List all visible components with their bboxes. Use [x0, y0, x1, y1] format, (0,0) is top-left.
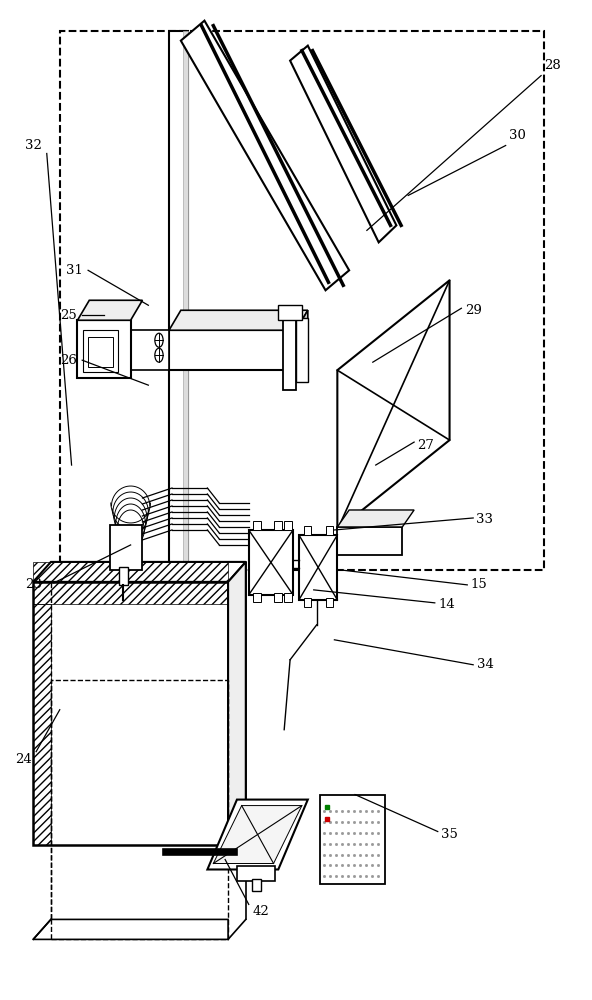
Bar [78, 320, 131, 378]
Text: 35: 35 [441, 828, 458, 841]
Text: 26: 26 [60, 354, 77, 367]
Bar [274, 593, 282, 602]
Polygon shape [33, 562, 246, 582]
Bar [284, 593, 292, 602]
Bar [253, 593, 261, 602]
Bar [252, 879, 260, 891]
Bar [283, 310, 296, 390]
Bar [83, 330, 118, 372]
Text: 28: 28 [545, 59, 561, 72]
Bar [110, 525, 143, 570]
Polygon shape [33, 919, 228, 939]
Text: 23: 23 [25, 578, 41, 591]
Text: 42: 42 [252, 905, 269, 918]
Text: 29: 29 [465, 304, 482, 317]
Bar [88, 337, 113, 367]
Bar [253, 521, 261, 530]
Bar [299, 535, 337, 600]
Bar [119, 567, 128, 585]
Polygon shape [337, 510, 414, 527]
Text: 34: 34 [477, 658, 494, 671]
Bar [274, 521, 282, 530]
Polygon shape [290, 46, 397, 242]
Polygon shape [213, 806, 302, 863]
Bar [51, 680, 228, 939]
Bar [326, 598, 333, 607]
Bar [237, 866, 275, 881]
Bar [33, 604, 51, 845]
Bar [296, 318, 308, 382]
Text: 31: 31 [66, 264, 83, 277]
Bar [169, 330, 296, 370]
Bar [284, 521, 292, 530]
Polygon shape [296, 310, 308, 370]
Text: 24: 24 [15, 753, 31, 766]
Bar [304, 526, 311, 535]
Bar [304, 598, 311, 607]
Polygon shape [228, 562, 246, 845]
Polygon shape [337, 280, 449, 530]
Text: 15: 15 [471, 578, 487, 591]
Text: 14: 14 [438, 598, 455, 611]
Text: 27: 27 [417, 439, 435, 452]
Text: 25: 25 [60, 309, 77, 322]
Bar [169, 31, 188, 570]
Polygon shape [181, 21, 349, 290]
Bar [320, 795, 385, 884]
Bar [33, 582, 228, 845]
Bar [278, 305, 302, 320]
Bar [33, 582, 228, 604]
Bar [249, 530, 293, 595]
Polygon shape [78, 300, 143, 320]
Bar [131, 330, 169, 370]
Bar [326, 526, 333, 535]
Polygon shape [169, 310, 308, 330]
Bar [182, 31, 188, 570]
Bar [33, 562, 228, 582]
Text: 30: 30 [509, 129, 526, 142]
Bar [60, 31, 544, 570]
Text: 32: 32 [25, 139, 41, 152]
Polygon shape [207, 800, 308, 869]
Text: 33: 33 [477, 513, 494, 526]
Bar [337, 527, 403, 555]
